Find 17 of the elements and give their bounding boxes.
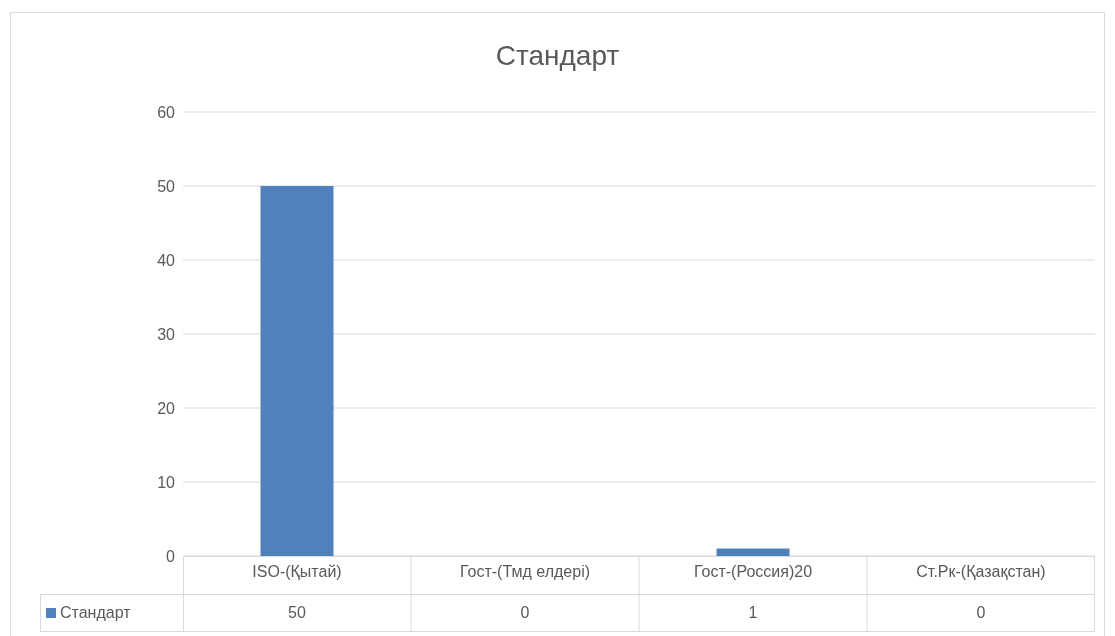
y-tick-label: 20	[157, 399, 176, 417]
data-label: 50	[287, 603, 307, 623]
x-tick-label: Ст.Рк-(Қазақстан)	[916, 563, 1046, 581]
x-tick-label: Гост-(Тмд елдері)	[459, 563, 591, 581]
y-tick-label: 60	[157, 103, 176, 121]
y-tick-label: 10	[157, 473, 176, 491]
x-tick-label: ISO-(Қытай)	[252, 563, 342, 581]
data-label: 0	[519, 603, 531, 623]
chart-title: Стандарт	[494, 40, 621, 72]
y-tick-label: 50	[157, 177, 176, 195]
data-label: 0	[975, 603, 987, 623]
y-tick-label: 0	[166, 547, 176, 565]
legend-label: Стандарт	[60, 604, 131, 622]
data-label: 1	[747, 603, 759, 623]
x-tick-label: Гост-(Россия)20	[693, 563, 813, 581]
y-tick-label: 30	[157, 325, 176, 343]
y-tick-label: 40	[157, 251, 176, 269]
